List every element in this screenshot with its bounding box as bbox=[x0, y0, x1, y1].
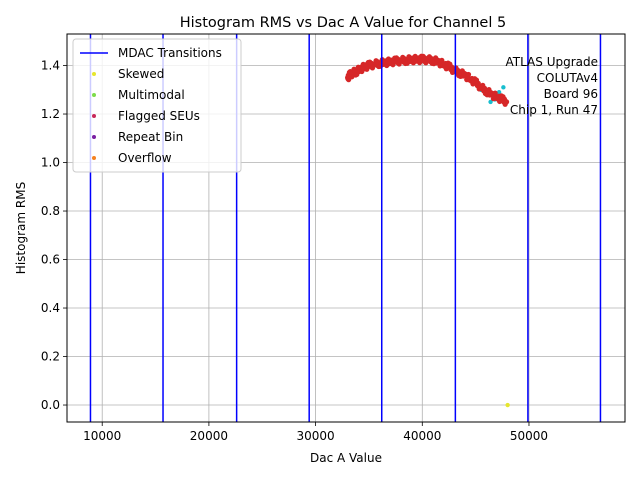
legend-label: Skewed bbox=[118, 67, 164, 81]
y-axis-ticks: 0.0 0.2 0.4 0.6 0.8 1.0 1.2 1.4 bbox=[41, 59, 67, 412]
x-axis-ticks: 10000 20000 30000 40000 50000 bbox=[83, 422, 548, 443]
x-tick-label: 30000 bbox=[296, 429, 334, 443]
x-axis-label: Dac A Value bbox=[310, 451, 382, 465]
x-tick-label: 10000 bbox=[83, 429, 121, 443]
x-tick-label: 40000 bbox=[403, 429, 441, 443]
y-tick-label: 0.8 bbox=[41, 204, 60, 218]
y-axis-label: Histogram RMS bbox=[14, 182, 28, 274]
y-tick-label: 0.0 bbox=[41, 398, 60, 412]
legend: MDAC Transitions Skewed Multimodal Flagged … bbox=[72, 38, 242, 173]
legend-label: Multimodal bbox=[118, 88, 185, 102]
legend-dot-swatch bbox=[92, 93, 96, 97]
legend-dot-swatch bbox=[92, 114, 96, 118]
legend-label: MDAC Transitions bbox=[118, 46, 222, 60]
data-point bbox=[455, 67, 461, 73]
chart-title: Histogram RMS vs Dac A Value for Channel… bbox=[180, 15, 506, 31]
data-point bbox=[488, 99, 493, 105]
data-point bbox=[439, 57, 445, 63]
annotation-line: Chip 1, Run 47 bbox=[510, 103, 598, 117]
y-tick-label: 1.0 bbox=[41, 156, 60, 170]
annotation-line: COLUTAv4 bbox=[537, 71, 598, 85]
plot-frame bbox=[66, 33, 626, 423]
y-tick-label: 1.2 bbox=[41, 107, 60, 121]
data-point bbox=[492, 90, 498, 96]
legend-label: Overflow bbox=[118, 151, 172, 165]
mdac-transition-lines bbox=[89, 34, 602, 422]
gridlines bbox=[67, 34, 625, 422]
y-tick-label: 0.6 bbox=[41, 253, 60, 267]
legend-box bbox=[72, 38, 242, 173]
legend-dot-swatch bbox=[92, 135, 96, 139]
legend-label: Flagged SEUs bbox=[118, 109, 200, 123]
x-tick-label: 20000 bbox=[190, 429, 228, 443]
x-tick-label: 50000 bbox=[510, 429, 548, 443]
data-point bbox=[481, 85, 488, 91]
y-tick-label: 0.4 bbox=[41, 301, 60, 315]
y-tick-label: 1.4 bbox=[41, 59, 60, 73]
legend-dot-swatch bbox=[92, 72, 96, 76]
data-point bbox=[505, 402, 510, 408]
annotation-line: Board 96 bbox=[544, 87, 598, 101]
data-point bbox=[465, 71, 472, 78]
legend-label: Repeat Bin bbox=[118, 130, 183, 144]
data-point bbox=[503, 98, 509, 105]
annotation-line: ATLAS Upgrade bbox=[505, 55, 598, 69]
data-point bbox=[501, 85, 506, 90]
data-point bbox=[496, 90, 502, 95]
run-annotation: ATLAS Upgrade COLUTAv4 Board 96 Chip 1, Run… bbox=[505, 55, 598, 117]
legend-dot-swatch bbox=[92, 156, 96, 160]
y-tick-label: 0.2 bbox=[41, 350, 60, 364]
